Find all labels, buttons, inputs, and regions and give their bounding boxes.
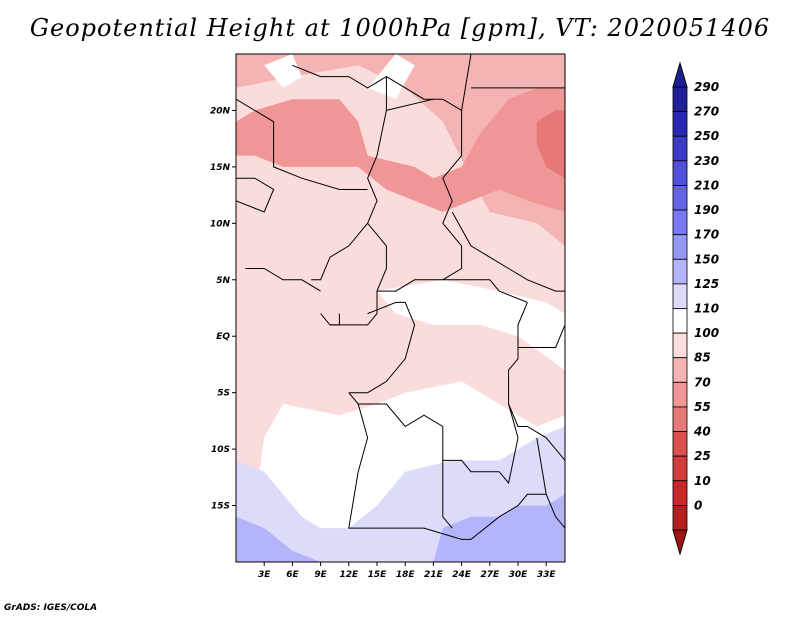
colorbar-label: 55 — [694, 400, 711, 414]
lon-tick-label: 9E — [314, 570, 327, 580]
colorbar-swatch — [672, 406, 688, 432]
colorbar-label: 10 — [694, 474, 711, 488]
colorbar-swatch — [672, 504, 688, 531]
lat-tick-label: 20N — [210, 106, 231, 116]
boundary-line — [451, 211, 565, 292]
colorbar-swatch — [672, 160, 688, 186]
colorbar-swatch — [672, 480, 688, 506]
boundary-line — [470, 493, 565, 540]
colorbar-swatch — [672, 332, 688, 359]
longitude-axis: 3E 6E 9E 12E 15E 18E 21E 24E 27E 30E 33E — [258, 562, 556, 580]
colorbar-label: 85 — [694, 351, 711, 365]
height-field-shading — [236, 54, 565, 562]
colorbar-swatch — [672, 357, 688, 383]
boundary-line — [311, 222, 368, 281]
boundary-line — [536, 437, 547, 495]
latitude-axis: 20N 15N 10N 5N EQ 5S 10S 15S — [210, 106, 236, 512]
lon-tick-label: 24E — [452, 570, 472, 580]
field-region-sahel-band — [236, 54, 565, 246]
lon-tick-label: 30E — [509, 570, 529, 580]
map-title: Geopotential Height at 1000hPa [gpm], VT… — [29, 14, 771, 42]
boundary-line — [377, 279, 528, 303]
colorbar-top-cap — [672, 61, 688, 88]
colorbar-swatch — [672, 135, 688, 162]
lat-tick-label: EQ — [216, 332, 230, 342]
boundary-line — [320, 313, 340, 326]
boundary-line — [518, 324, 565, 348]
boundary-line — [348, 301, 416, 394]
colorbar: 2902702502302101901701501251101008570554… — [672, 61, 719, 556]
colorbar-label: 290 — [694, 80, 719, 94]
boundary-line — [442, 460, 453, 529]
map-frame — [235, 53, 566, 563]
lat-tick-label: 15N — [210, 163, 231, 173]
colorbar-swatch — [672, 111, 688, 137]
lon-tick-label: 6E — [286, 570, 299, 580]
colorbar-swatch — [672, 185, 688, 211]
lat-tick-label: 10S — [211, 445, 230, 455]
field-region-north-white-2 — [367, 54, 415, 100]
colorbar-label: 0 — [694, 498, 702, 512]
boundary-line — [386, 76, 463, 281]
boundary-line — [245, 268, 321, 292]
lon-tick-label: 3E — [258, 570, 271, 580]
colorbar-label: 110 — [694, 302, 719, 316]
boundary-line — [236, 177, 275, 213]
colorbar-swatch — [672, 283, 688, 309]
colorbar-bottom-cap — [672, 529, 688, 556]
colorbar-label: 100 — [694, 326, 719, 340]
colorbar-label: 210 — [694, 178, 719, 192]
field-region-chad-sudan-max — [236, 87, 565, 212]
lon-tick-label: 18E — [396, 570, 416, 580]
colorbar-swatch — [672, 234, 688, 260]
field-region-northwest-white — [264, 54, 302, 88]
country-boundaries — [236, 54, 565, 540]
boundary-line — [508, 403, 565, 461]
lon-tick-label: 15E — [368, 570, 388, 580]
lon-tick-label: 21E — [424, 570, 444, 580]
colorbar-label: 25 — [694, 449, 711, 463]
colorbar-swatch — [672, 86, 688, 113]
boundary-line — [348, 403, 471, 540]
colorbar-label: 250 — [694, 129, 719, 143]
colorbar-label: 230 — [694, 154, 719, 168]
field-region-east-max — [536, 110, 565, 179]
colorbar-swatch — [672, 209, 688, 236]
colorbar-label: 270 — [694, 105, 719, 119]
lat-tick-label: 5N — [216, 276, 230, 286]
boundary-line — [348, 302, 528, 485]
colorbar-label: 40 — [693, 425, 711, 439]
lon-tick-label: 33E — [537, 570, 557, 580]
lon-tick-label: 27E — [480, 570, 500, 580]
colorbar-swatch — [672, 381, 688, 408]
colorbar-label: 70 — [694, 375, 711, 389]
colorbar-swatch — [672, 308, 688, 334]
colorbar-label: 150 — [694, 252, 719, 266]
colorbar-swatch — [672, 431, 688, 457]
lat-tick-label: 10N — [210, 219, 231, 229]
boundary-line — [292, 64, 387, 326]
boundary-line — [236, 98, 368, 190]
colorbar-swatch — [672, 455, 688, 482]
lon-tick-label: 12E — [339, 570, 359, 580]
field-region-southeast-blue-2 — [433, 494, 565, 562]
colorbar-swatch — [672, 258, 688, 285]
colorbar-label: 170 — [694, 228, 719, 242]
field-region-south-blue-2 — [236, 516, 321, 562]
lat-tick-label: 5S — [217, 389, 230, 399]
boundary-line — [386, 98, 434, 111]
grads-credit: GrADS: IGES/COLA — [4, 603, 98, 613]
colorbar-label: 125 — [694, 277, 719, 291]
boundary-line — [461, 54, 472, 111]
lat-tick-label: 15S — [211, 502, 230, 512]
colorbar-label: 190 — [694, 203, 719, 217]
